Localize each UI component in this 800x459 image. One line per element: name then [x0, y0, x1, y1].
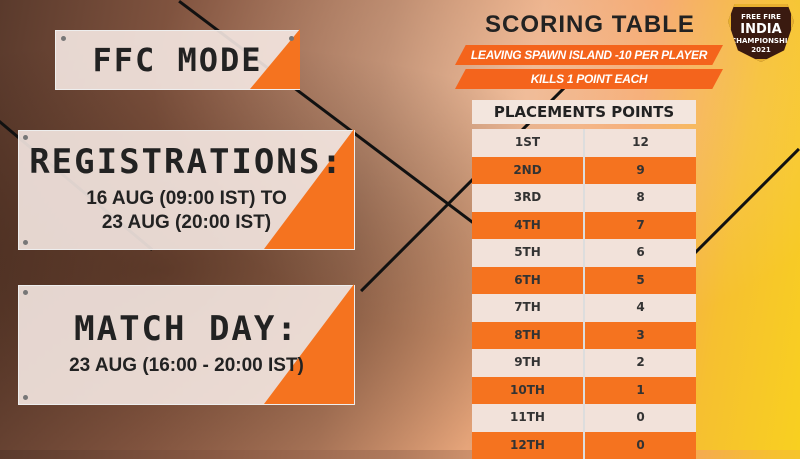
points-cell: 2 — [585, 349, 696, 377]
points-cell: 9 — [585, 157, 696, 185]
rule-spawn-island: LEAVING SPAWN ISLAND -10 PER PLAYER — [455, 45, 723, 65]
mode-title: FFC MODE — [56, 31, 299, 89]
points-cell: 0 — [585, 404, 696, 432]
placement-cell: 4TH — [472, 212, 585, 240]
table-header: PLACEMENTS POINTS — [472, 100, 696, 124]
placement-cell: 6TH — [472, 267, 585, 295]
points-cell: 0 — [585, 432, 696, 459]
match-day-title: MATCH DAY: — [19, 304, 354, 354]
placement-cell: 2ND — [472, 157, 585, 185]
placement-cell: 7TH — [472, 294, 585, 322]
match-day-time: 23 AUG (16:00 - 20:00 IST) — [19, 354, 354, 378]
registrations-start: 16 AUG (09:00 IST) TO — [19, 187, 354, 211]
match-day-panel: MATCH DAY: 23 AUG (16:00 - 20:00 IST) — [18, 285, 355, 405]
placement-cell: 10TH — [472, 377, 585, 405]
placement-cell: 8TH — [472, 322, 585, 350]
placement-cell: 1ST — [472, 129, 585, 157]
points-cell: 8 — [585, 184, 696, 212]
registrations-panel: REGISTRATIONS: 16 AUG (09:00 IST) TO 23 … — [18, 130, 355, 250]
points-cell: 12 — [585, 129, 696, 157]
scoring-title: SCORING TABLE — [470, 10, 710, 40]
placement-cell: 5TH — [472, 239, 585, 267]
registrations-title: REGISTRATIONS: — [19, 137, 354, 187]
points-cell: 5 — [585, 267, 696, 295]
points-cell: 7 — [585, 212, 696, 240]
points-cell: 6 — [585, 239, 696, 267]
points-cell: 4 — [585, 294, 696, 322]
mode-panel: FFC MODE — [55, 30, 300, 90]
placement-cell: 11TH — [472, 404, 585, 432]
placement-cell: 3RD — [472, 184, 585, 212]
rule-kills: KILLS 1 POINT EACH — [455, 69, 723, 89]
placement-cell: 9TH — [472, 349, 585, 377]
placement-cell: 12TH — [472, 432, 585, 459]
points-cell: 1 — [585, 377, 696, 405]
registrations-end: 23 AUG (20:00 IST) — [19, 211, 354, 235]
points-cell: 3 — [585, 322, 696, 350]
